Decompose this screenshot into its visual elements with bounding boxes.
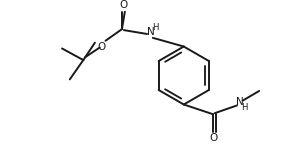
Text: O: O xyxy=(120,0,128,10)
Text: N: N xyxy=(147,27,155,37)
Text: O: O xyxy=(97,42,106,52)
Text: N: N xyxy=(236,97,244,107)
Text: O: O xyxy=(209,133,218,143)
Text: H: H xyxy=(241,103,248,112)
Text: H: H xyxy=(153,23,159,32)
